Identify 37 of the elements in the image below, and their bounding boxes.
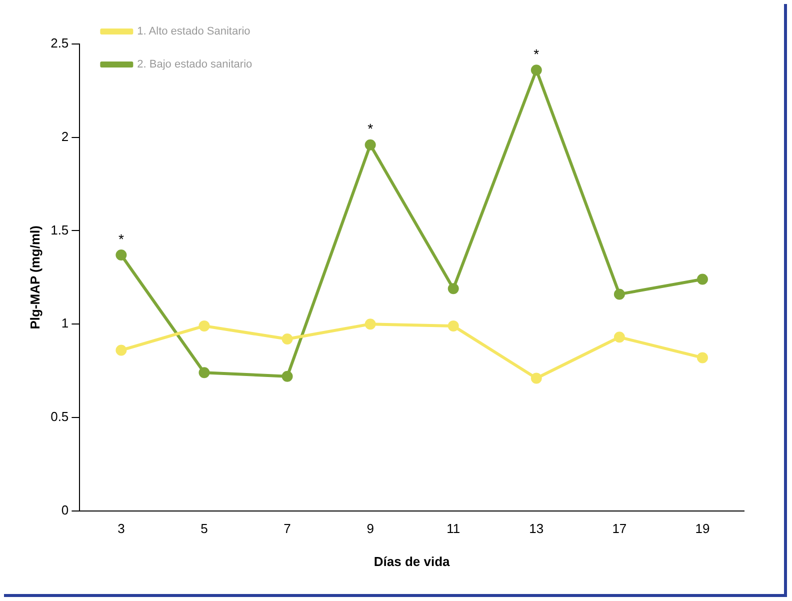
- x-tick-label: 5: [200, 521, 208, 536]
- y-tick-label: 1: [61, 316, 69, 331]
- point: [614, 332, 625, 343]
- point: [282, 334, 293, 345]
- annotation: *: [534, 46, 540, 62]
- legend-label: 1. Alto estado Sanitario: [137, 26, 250, 38]
- y-tick-label: 0.5: [50, 409, 69, 424]
- y-tick-label: 2.5: [50, 36, 69, 51]
- x-tick-label: 19: [695, 521, 710, 536]
- x-tick-label: 7: [284, 521, 291, 536]
- point: [364, 139, 376, 150]
- point: [198, 320, 210, 332]
- point: [530, 64, 542, 76]
- annotation: *: [118, 230, 124, 247]
- annotation: *: [368, 120, 374, 137]
- y-tick-label: 2: [61, 128, 69, 144]
- point: [364, 318, 376, 330]
- point: [696, 274, 708, 285]
- x-tick-label: 3: [118, 521, 125, 536]
- x-tick-label: 11: [446, 521, 460, 536]
- point: [696, 352, 708, 364]
- point: [116, 249, 127, 260]
- point: [530, 372, 542, 384]
- x-tick-label: 13: [529, 521, 544, 536]
- x-axis-title: Días de vida: [374, 554, 451, 569]
- point: [282, 370, 293, 382]
- x-tick-label: 17: [612, 521, 627, 536]
- point: [448, 320, 459, 332]
- point: [116, 344, 127, 356]
- legend-label: 2. Bajo estado sanitario: [137, 58, 252, 71]
- y-axis-title: Plg-MAP (mg/ml): [27, 226, 42, 330]
- point: [448, 283, 459, 294]
- y-tick-label: 1.5: [50, 222, 69, 238]
- x-tick-label: 9: [366, 521, 374, 536]
- point: [614, 288, 625, 300]
- point: [198, 367, 210, 378]
- y-tick-label: 0: [61, 502, 69, 518]
